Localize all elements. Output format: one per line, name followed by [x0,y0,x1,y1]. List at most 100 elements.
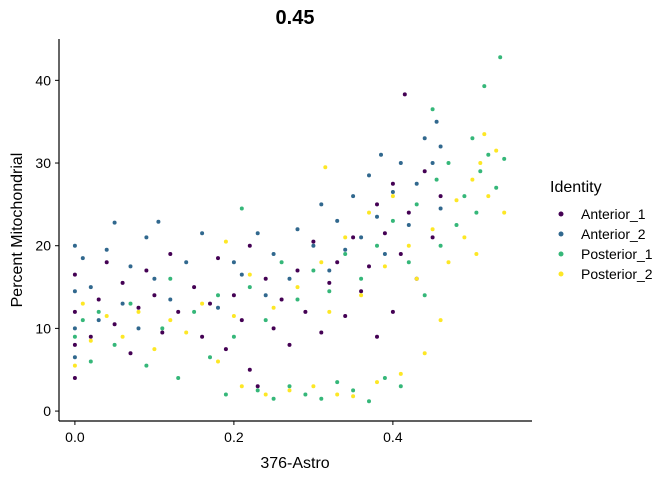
data-point [128,264,133,269]
data-point [486,194,491,199]
data-point [263,293,268,298]
data-point [279,297,284,302]
data-point [474,210,479,215]
data-point [239,272,244,277]
y-tick-label: 40 [35,72,51,88]
x-tick-label: 0.2 [224,429,244,445]
data-point [128,301,133,306]
data-point [319,202,324,207]
data-point [438,194,443,199]
data-point [239,384,244,389]
data-point [482,132,487,137]
legend-label: Posterior_1 [581,246,653,262]
data-point [351,235,356,240]
data-point [335,380,340,385]
data-point [343,235,348,240]
data-point [335,218,340,223]
data-point [247,272,252,277]
data-point [359,289,364,294]
data-point [319,260,324,265]
y-tick-label: 20 [35,238,51,254]
data-point [414,276,419,281]
legend-label: Anterior_1 [581,206,646,222]
data-point [359,276,364,281]
data-point [434,119,439,124]
data-point [438,318,443,323]
data-point [359,293,364,298]
legend-swatch [558,271,564,277]
data-point [104,260,109,265]
data-point [287,276,292,281]
data-point [176,376,181,380]
data-point [72,334,77,339]
data-point [152,293,157,298]
legend: Identity Anterior_1 Anterior_2 Posterior_1… [550,179,653,282]
data-point [446,260,451,265]
chart-title: 0.45 [276,7,315,29]
data-point [168,318,173,323]
data-point [319,330,324,335]
data-point [72,363,77,368]
data-point [454,223,459,227]
data-point [323,165,328,170]
data-point [375,380,379,385]
data-point [327,268,332,273]
data-point [414,202,419,207]
data-point [88,359,93,364]
data-point [295,285,300,290]
data-point [390,194,395,199]
data-point [398,161,403,165]
data-point [319,396,324,401]
data-point [343,314,348,318]
data-point [303,392,308,397]
data-point [434,177,439,182]
y-tick-label: 10 [35,320,51,336]
data-point [200,334,205,339]
data-point [136,305,141,310]
data-point [335,260,340,265]
data-point [367,173,371,178]
data-point [382,264,387,269]
data-point [120,280,125,285]
data-point [136,326,141,331]
data-point [390,218,395,223]
data-point [382,231,387,236]
series-posterior-1 [72,55,507,404]
data-point [414,181,419,186]
data-point [438,206,443,211]
data-point [271,396,276,401]
legend-swatch [558,211,564,217]
data-point [168,276,173,281]
data-point [200,301,205,306]
data-point [335,392,340,397]
data-point [216,256,220,261]
data-point [156,219,161,224]
data-point [474,252,479,256]
data-point [223,392,228,397]
data-point [311,243,316,248]
data-point [390,309,395,314]
data-point [72,309,77,314]
data-point [96,297,101,302]
series-anterior-2 [72,119,443,360]
data-point [351,394,356,399]
data-point [295,268,300,273]
data-point [88,285,93,290]
data-point [462,235,467,240]
data-point [351,194,356,199]
data-point [247,285,252,290]
data-point [216,293,220,298]
data-point [208,355,212,360]
data-point [327,289,332,294]
data-point [271,305,276,310]
data-point [343,252,348,256]
data-point [327,309,332,314]
data-point [72,272,77,277]
data-point [446,161,451,165]
data-point [390,190,395,194]
data-point [367,210,371,215]
legend-swatch [558,251,564,257]
data-point [375,334,379,339]
data-point [72,355,77,360]
